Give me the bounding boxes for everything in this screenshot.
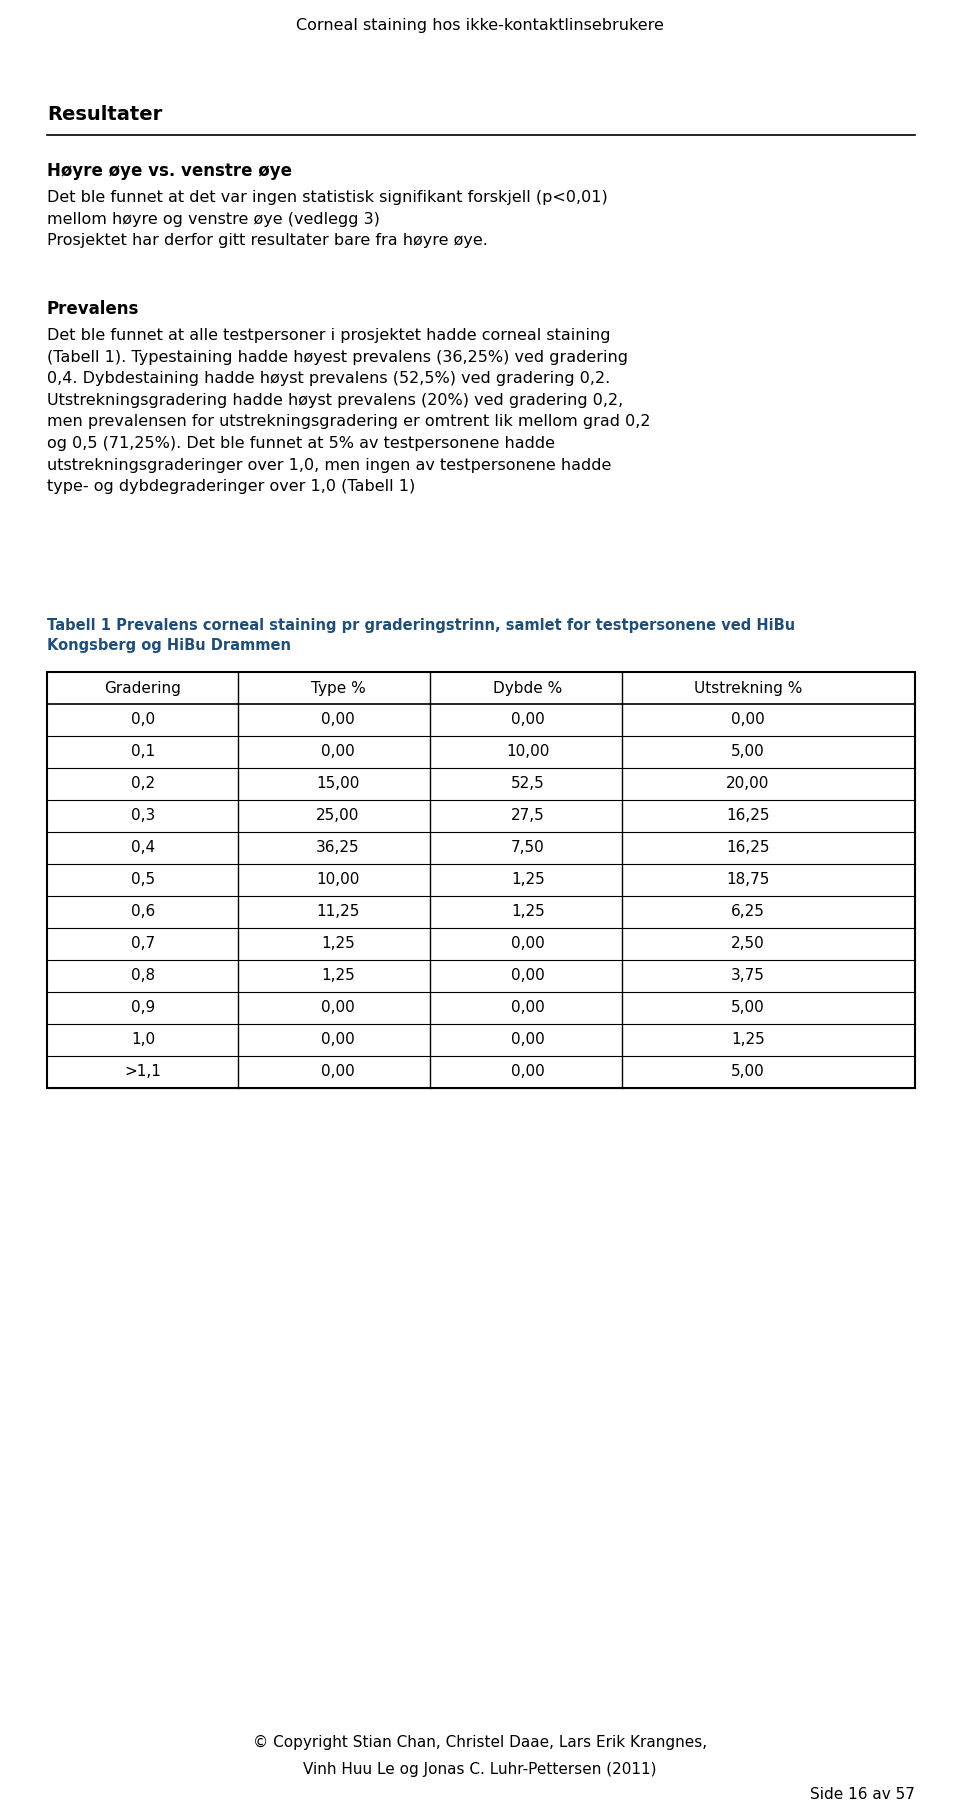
Text: 1,25: 1,25	[732, 1032, 765, 1048]
Text: 5,00: 5,00	[732, 1064, 765, 1079]
Text: 0,00: 0,00	[732, 713, 765, 727]
Text: 18,75: 18,75	[727, 873, 770, 888]
Text: 11,25: 11,25	[316, 904, 360, 920]
Text: 5,00: 5,00	[732, 745, 765, 759]
Text: 15,00: 15,00	[316, 776, 360, 792]
Text: 16,25: 16,25	[727, 808, 770, 823]
Text: >1,1: >1,1	[125, 1064, 161, 1079]
Text: 1,25: 1,25	[511, 873, 545, 888]
Text: 1,25: 1,25	[322, 969, 355, 983]
Text: 0,8: 0,8	[131, 969, 156, 983]
Text: 0,00: 0,00	[322, 1064, 355, 1079]
Text: Dybde %: Dybde %	[493, 680, 563, 696]
Text: Utstrekning %: Utstrekning %	[694, 680, 803, 696]
Text: Det ble funnet at det var ingen statistisk signifikant forskjell (p<0,01)
mellom: Det ble funnet at det var ingen statisti…	[47, 189, 608, 249]
Text: 36,25: 36,25	[316, 841, 360, 855]
Text: 27,5: 27,5	[511, 808, 545, 823]
Text: 0,6: 0,6	[131, 904, 156, 920]
Text: © Copyright Stian Chan, Christel Daae, Lars Erik Krangnes,: © Copyright Stian Chan, Christel Daae, L…	[252, 1735, 708, 1750]
Text: 52,5: 52,5	[511, 776, 545, 792]
Text: 0,00: 0,00	[511, 936, 545, 951]
Text: Gradering: Gradering	[105, 680, 181, 696]
Text: Corneal staining hos ikke-kontaktlinsebrukere: Corneal staining hos ikke-kontaktlinsebr…	[296, 18, 664, 32]
Text: Tabell 1 Prevalens corneal staining pr graderingstrinn, samlet for testpersonene: Tabell 1 Prevalens corneal staining pr g…	[47, 619, 795, 653]
Bar	[47, 673, 915, 1088]
Text: 0,2: 0,2	[131, 776, 156, 792]
Text: 16,25: 16,25	[727, 841, 770, 855]
Text: 0,00: 0,00	[322, 745, 355, 759]
Text: 20,00: 20,00	[727, 776, 770, 792]
Text: 0,00: 0,00	[511, 1032, 545, 1048]
Text: 0,00: 0,00	[322, 1032, 355, 1048]
Text: Resultater: Resultater	[47, 105, 162, 124]
Text: 0,00: 0,00	[511, 969, 545, 983]
Text: 0,0: 0,0	[131, 713, 156, 727]
Text: 0,7: 0,7	[131, 936, 156, 951]
Text: 0,3: 0,3	[131, 808, 156, 823]
Text: 0,00: 0,00	[322, 1001, 355, 1016]
Text: 0,1: 0,1	[131, 745, 156, 759]
Text: 0,5: 0,5	[131, 873, 156, 888]
Text: 10,00: 10,00	[506, 745, 550, 759]
Text: 6,25: 6,25	[732, 904, 765, 920]
Text: 0,00: 0,00	[511, 1001, 545, 1016]
Text: 0,9: 0,9	[131, 1001, 156, 1016]
Text: Prevalens: Prevalens	[47, 299, 139, 318]
Text: 0,00: 0,00	[511, 713, 545, 727]
Text: 7,50: 7,50	[511, 841, 545, 855]
Text: 1,25: 1,25	[511, 904, 545, 920]
Text: 1,0: 1,0	[131, 1032, 156, 1048]
Text: Høyre øye vs. venstre øye: Høyre øye vs. venstre øye	[47, 162, 292, 180]
Text: 0,4: 0,4	[131, 841, 156, 855]
Text: Side 16 av 57: Side 16 av 57	[810, 1788, 915, 1802]
Text: 10,00: 10,00	[316, 873, 360, 888]
Text: Type %: Type %	[311, 680, 366, 696]
Text: Det ble funnet at alle testpersoner i prosjektet hadde corneal staining
(Tabell : Det ble funnet at alle testpersoner i pr…	[47, 328, 651, 494]
Text: 1,25: 1,25	[322, 936, 355, 951]
Text: 25,00: 25,00	[316, 808, 360, 823]
Text: 0,00: 0,00	[322, 713, 355, 727]
Text: 3,75: 3,75	[732, 969, 765, 983]
Text: Vinh Huu Le og Jonas C. Luhr-Pettersen (2011): Vinh Huu Le og Jonas C. Luhr-Pettersen (…	[303, 1763, 657, 1777]
Text: 0,00: 0,00	[511, 1064, 545, 1079]
Text: 2,50: 2,50	[732, 936, 765, 951]
Text: 5,00: 5,00	[732, 1001, 765, 1016]
